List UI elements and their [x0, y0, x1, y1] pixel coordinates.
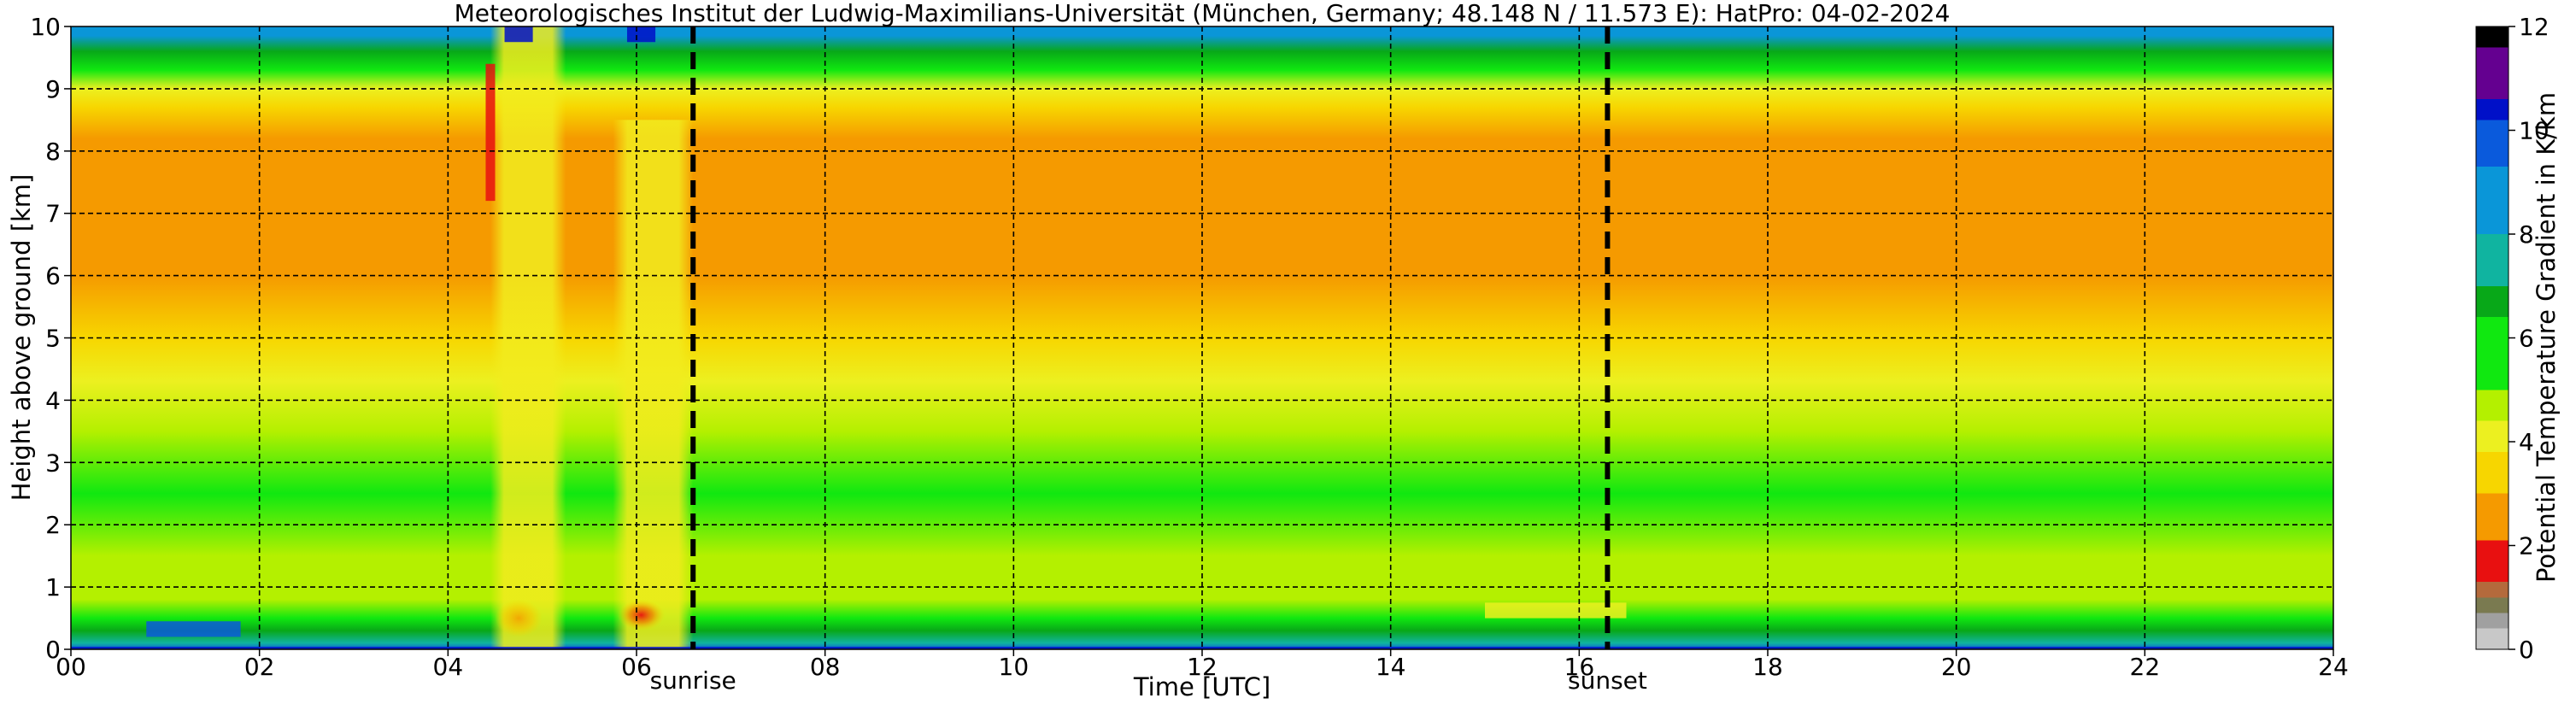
x-tick-label: 08 — [810, 653, 841, 681]
x-tick-label: 22 — [2130, 653, 2161, 681]
colorbar-tick-label: 12 — [2519, 13, 2550, 41]
x-axis: 00 02 04 06 08 10 12 14 16 18 20 22 24 — [56, 649, 2349, 681]
heatmap-feature — [613, 120, 694, 649]
heatmap-feature — [626, 26, 656, 43]
colorbar-gradient — [2475, 26, 2509, 650]
colorbar-tick-label: 6 — [2519, 325, 2534, 353]
x-tick-label: 24 — [2318, 653, 2349, 681]
y-tick-label: 9 — [45, 75, 61, 103]
y-tick-label: 7 — [45, 200, 61, 228]
colorbar-ticks: 0 2 4 6 8 10 12 — [2509, 13, 2550, 664]
y-tick-label: 3 — [45, 449, 61, 477]
heatmap-feature — [617, 599, 666, 631]
colorbar-tick-label: 4 — [2519, 428, 2534, 456]
colorbar-tick-label: 0 — [2519, 636, 2534, 664]
x-tick-label: 04 — [433, 653, 464, 681]
y-tick-label: 5 — [45, 325, 61, 353]
colorbar-tick-label: 8 — [2519, 220, 2534, 249]
x-tick-label: 06 — [621, 653, 652, 681]
annotations: sunrise sunset — [650, 26, 1647, 695]
heatmap-feature — [71, 647, 2333, 649]
sunrise-label: sunrise — [650, 666, 736, 695]
y-tick-label: 8 — [45, 138, 61, 166]
y-tick-label: 0 — [45, 636, 61, 664]
x-tick-label: 18 — [1752, 653, 1783, 681]
x-tick-label: 14 — [1376, 653, 1406, 681]
heatmap-feature — [495, 599, 543, 637]
sunset-label: sunset — [1568, 666, 1647, 695]
x-tick-label: 20 — [1941, 653, 1972, 681]
x-tick-label: 02 — [244, 653, 275, 681]
y-tick-label: 2 — [45, 511, 61, 539]
heatmap-feature — [1485, 602, 1627, 619]
colorbar-tick-label: 10 — [2519, 117, 2550, 145]
colorbar-tick-label: 2 — [2519, 532, 2534, 560]
colorbar: 0 2 4 6 8 10 12 Potential Temperature Gradient… — [2475, 13, 2561, 664]
x-tick-label: 16 — [1564, 653, 1595, 681]
x-tick-label: 10 — [999, 653, 1030, 681]
chart-title: Meteorologisches Institut der Ludwig-Max… — [455, 0, 1951, 27]
y-axis: 0 1 2 3 4 5 6 7 8 9 10 — [30, 13, 71, 664]
heatmap-feature — [504, 26, 533, 43]
heatmap-feature — [485, 63, 496, 202]
grid-lines — [71, 26, 2333, 649]
x-tick-label: 00 — [56, 653, 86, 681]
heatmap-feature — [146, 621, 241, 637]
x-axis-title: Time [UTC] — [1133, 672, 1270, 701]
colorbar-label: Potential Temperature Gradient in K/km — [2532, 92, 2561, 583]
y-tick-label: 6 — [45, 262, 61, 290]
y-axis-title: Height above ground [km] — [7, 174, 36, 502]
y-tick-label: 10 — [30, 13, 61, 41]
y-tick-label: 1 — [45, 573, 61, 601]
y-tick-label: 4 — [45, 386, 61, 414]
x-tick-label: 12 — [1187, 653, 1218, 681]
